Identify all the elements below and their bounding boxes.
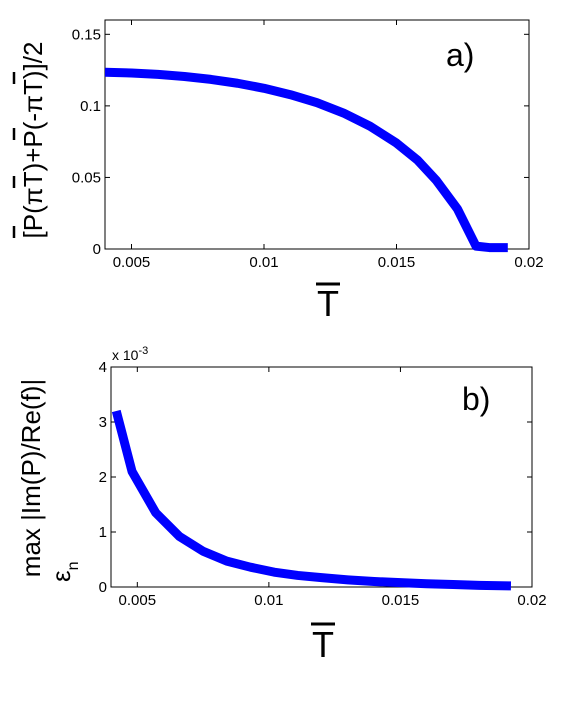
panel-a: 0.005 0.01 0.015 0.02 0 0.05 0.1 0.15 a) [P(πT)…: [12, 19, 544, 324]
x-tick-label: 0.01: [254, 592, 283, 609]
panel-b-ylabel-line1: max |Im(P)/Re(f)|: [16, 379, 46, 577]
panel-a-xlabel-text: T: [317, 283, 339, 324]
panel-a-plot-area: [104, 19, 530, 250]
panel-b-y-axis-label: max |Im(P)/Re(f)|: [16, 379, 46, 577]
panel-b-ylabel-sub: n: [65, 562, 82, 571]
x-tick-label: 0.02: [517, 592, 546, 609]
y-tick-label: 0.1: [80, 98, 101, 115]
panel-b-label: b): [462, 381, 490, 417]
panel-b-tick-labels: 0.005 0.01 0.015 0.02 0 1 2 3 4: [99, 359, 547, 609]
panel-b: 0.005 0.01 0.015 0.02 0 1 2 3 4 b) x 10-3 max |I…: [16, 345, 547, 665]
x-tick-label: 0.01: [249, 254, 278, 271]
panel-a-label: a): [446, 37, 474, 73]
panel-a-y-axis-label: [P(πT)+P(-πT)]/2: [12, 42, 48, 239]
panel-a-ylabel-text: [P(πT)+P(-πT)]/2: [18, 42, 48, 239]
panel-b-y-axis-label-2: εn: [46, 562, 82, 583]
panel-a-x-axis-label: T: [316, 282, 340, 324]
y-tick-label: 0: [93, 241, 101, 258]
panel-b-xlabel-text: T: [312, 624, 334, 665]
x-tick-label: 0.005: [119, 592, 157, 609]
panel-b-ylabel-epsilon: ε: [46, 570, 76, 582]
panel-b-exponent-power: -3: [138, 345, 148, 357]
x-tick-label: 0.015: [378, 254, 416, 271]
y-tick-label: 2: [99, 469, 107, 486]
panel-b-ylabel-line2: εn: [46, 562, 82, 583]
y-tick-label: 4: [99, 359, 107, 376]
x-tick-label: 0.02: [514, 254, 543, 271]
y-tick-label: 0.05: [72, 169, 101, 186]
y-tick-label: 3: [99, 414, 107, 431]
x-tick-label: 0.005: [113, 254, 151, 271]
y-tick-label: 0: [99, 579, 107, 596]
panel-a-series-line: [104, 67, 508, 253]
panel-a-ticks: [105, 20, 530, 250]
panel-b-exponent-label: x 10-3: [112, 345, 148, 363]
panel-b-x-axis-label: T: [311, 622, 335, 665]
y-tick-label: 0.15: [72, 26, 101, 43]
panel-b-exponent-base: x 10: [112, 347, 139, 363]
x-tick-label: 0.015: [382, 592, 420, 609]
y-tick-label: 1: [99, 524, 107, 541]
panel-b-series-line: [111, 409, 512, 591]
panel-a-tick-labels: 0.005 0.01 0.015 0.02 0 0.05 0.1 0.15: [72, 26, 544, 271]
